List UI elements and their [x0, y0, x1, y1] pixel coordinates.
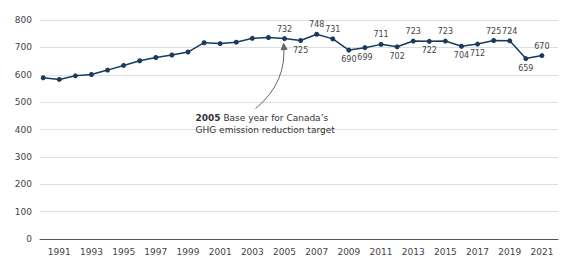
svg-text:1999: 1999 [177, 247, 200, 257]
svg-text:400: 400 [15, 125, 32, 135]
svg-text:748: 748 [309, 20, 324, 29]
svg-text:200: 200 [15, 179, 32, 189]
svg-text:1997: 1997 [144, 247, 167, 257]
svg-text:0: 0 [26, 234, 32, 244]
svg-text:2017: 2017 [466, 247, 489, 257]
svg-text:690: 690 [341, 55, 356, 64]
svg-text:732: 732 [277, 25, 292, 34]
svg-text:702: 702 [389, 52, 404, 61]
svg-text:2019: 2019 [498, 247, 521, 257]
svg-text:2005: 2005 [273, 247, 296, 257]
svg-text:1991: 1991 [48, 247, 71, 257]
svg-text:800: 800 [15, 15, 32, 25]
svg-text:722: 722 [422, 46, 437, 55]
svg-text:100: 100 [15, 207, 32, 217]
svg-text:2021: 2021 [530, 247, 553, 257]
svg-text:659: 659 [518, 64, 533, 73]
svg-text:723: 723 [438, 27, 453, 36]
svg-text:699: 699 [357, 53, 372, 62]
svg-text:711: 711 [373, 30, 388, 39]
svg-text:GHG emission reduction target: GHG emission reduction target [196, 125, 336, 135]
svg-text:2011: 2011 [370, 247, 393, 257]
svg-text:2003: 2003 [241, 247, 264, 257]
svg-text:2013: 2013 [402, 247, 425, 257]
svg-text:2009: 2009 [337, 247, 360, 257]
svg-text:670: 670 [534, 42, 549, 51]
svg-text:2015: 2015 [434, 247, 457, 257]
svg-text:600: 600 [15, 70, 32, 80]
svg-text:2001: 2001 [209, 247, 232, 257]
svg-text:704: 704 [454, 51, 469, 60]
svg-text:1993: 1993 [80, 247, 103, 257]
svg-text:500: 500 [15, 97, 32, 107]
svg-text:724: 724 [502, 27, 517, 36]
svg-text:731: 731 [325, 25, 340, 34]
svg-text:Base year for Canada’s: Base year for Canada’s [221, 113, 329, 123]
svg-text:725: 725 [293, 46, 308, 55]
svg-text:712: 712 [470, 49, 485, 58]
svg-text:300: 300 [15, 152, 32, 162]
svg-text:723: 723 [406, 27, 421, 36]
svg-text:2005: 2005 [196, 113, 221, 123]
svg-text:1995: 1995 [112, 247, 135, 257]
svg-text:700: 700 [15, 42, 32, 52]
svg-text:2007: 2007 [305, 247, 328, 257]
svg-text:725: 725 [486, 27, 501, 36]
